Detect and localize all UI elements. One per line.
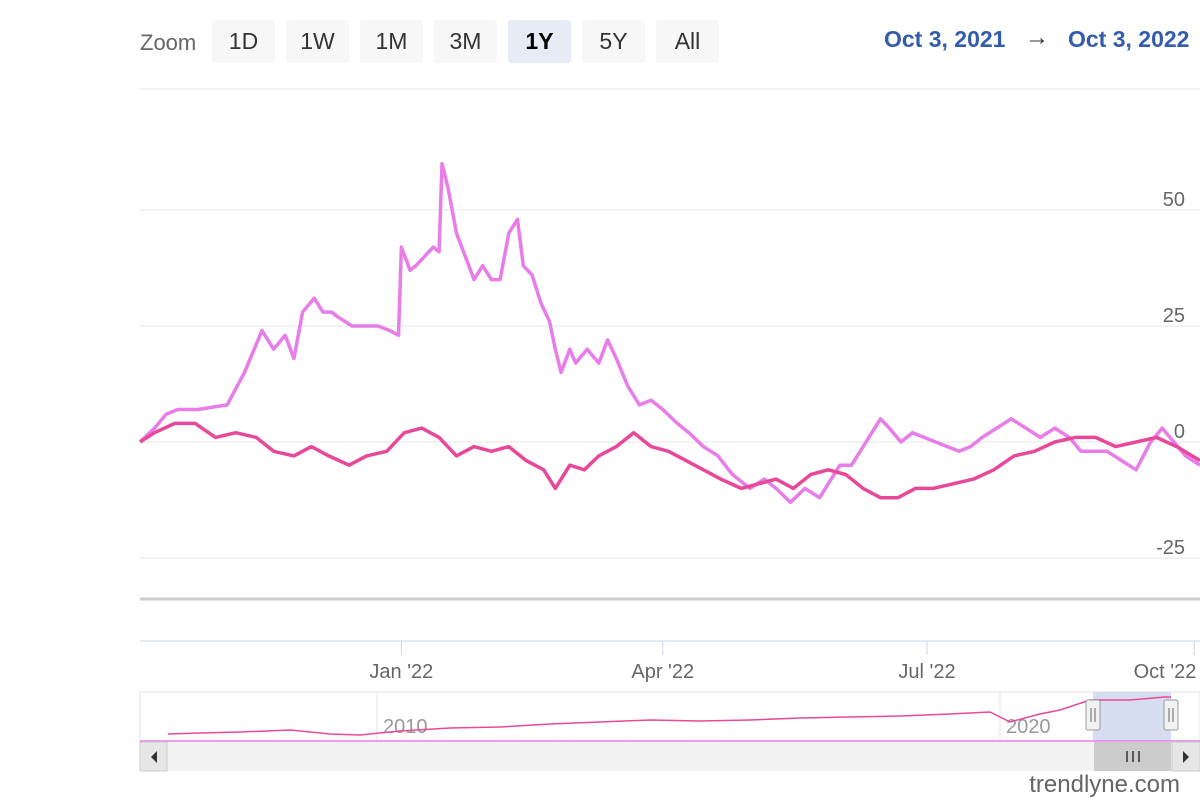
navigator-year-label: 2020	[1006, 716, 1051, 738]
series-1-line	[138, 161, 1200, 505]
watermark: trendlyne.com	[1029, 771, 1180, 798]
grid: 50 25 0 -25	[140, 88, 1200, 601]
scrollbar-right-button[interactable]	[1171, 741, 1200, 772]
zoom-button-1d[interactable]: 1D	[212, 20, 275, 63]
x-tick-label: Jul '22	[898, 661, 955, 683]
y-tick-label: 25	[1163, 305, 1185, 327]
zoom-button-1w[interactable]: 1W	[286, 20, 349, 63]
zoom-button-3m[interactable]: 3M	[434, 20, 497, 63]
range-from-date[interactable]: Oct 3, 2021	[884, 26, 1006, 52]
x-tick-label: Oct '22	[1134, 661, 1197, 683]
scrollbar-track[interactable]	[140, 742, 1200, 771]
x-tick-label: Apr '22	[631, 661, 694, 683]
y-tick-label: 0	[1174, 421, 1185, 443]
x-tick-label: Jan '22	[369, 661, 433, 683]
zoom-button-all[interactable]: All	[656, 20, 719, 63]
zoom-button-1m[interactable]: 1M	[360, 20, 423, 63]
range-arrow: →	[1025, 24, 1049, 51]
scroll-left-arrow-icon	[151, 751, 157, 763]
series-2-line	[139, 421, 1200, 500]
zoom-button-5y[interactable]: 5Y	[582, 20, 645, 63]
navigator-left-handle[interactable]	[1085, 699, 1101, 731]
zoom-button-1y[interactable]: 1Y	[508, 20, 571, 63]
zoom-label: Zoom	[140, 30, 197, 55]
scroll-right-arrow-icon	[1183, 751, 1189, 763]
range-to-date[interactable]: Oct 3, 2022	[1068, 26, 1190, 52]
toolbar: Zoom 1D 1W 1M 3M 1Y 5Y All Oct 3, 2021 →…	[0, 0, 1200, 80]
series	[138, 161, 1200, 505]
y-tick-label: -25	[1156, 537, 1185, 559]
x-axis: Jan '22 Apr '22 Jul '22 Oct '22	[140, 640, 1200, 683]
navigator-year-label: 2010	[383, 716, 428, 738]
y-tick-label: 50	[1163, 189, 1185, 211]
navigator[interactable]: 2010 2020	[139, 691, 1200, 772]
navigator-right-handle[interactable]	[1163, 699, 1179, 731]
navigator-series	[167, 696, 1171, 736]
